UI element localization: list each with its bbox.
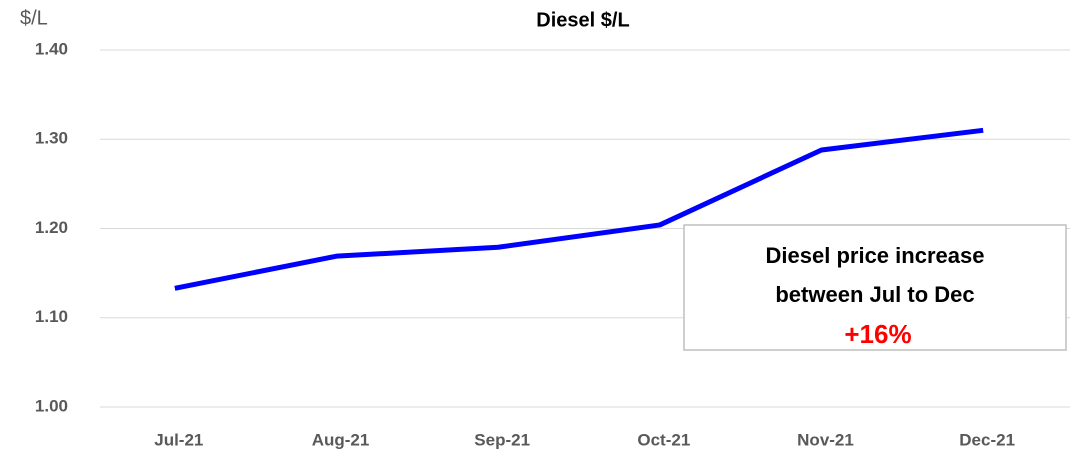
y-tick-label: 1.40: [35, 39, 68, 58]
annotation-box: [683, 224, 1067, 351]
x-tick-label: Oct-21: [637, 430, 690, 449]
x-tick-label: Nov-21: [797, 430, 854, 449]
y-tick-label: 1.20: [35, 218, 68, 237]
annotation-highlight: +16%: [844, 319, 911, 349]
y-tick-label: 1.00: [35, 396, 68, 415]
annotation-text: between Jul to Dec: [775, 282, 974, 307]
y-tick-label: 1.10: [35, 307, 68, 326]
y-unit-label: $/L: [20, 7, 48, 29]
y-tick-label: 1.30: [35, 129, 68, 148]
x-tick-label: Aug-21: [312, 430, 370, 449]
x-tick-label: Jul-21: [154, 430, 203, 449]
chart-title: Diesel $/L: [536, 9, 629, 31]
x-tick-label: Dec-21: [959, 430, 1015, 449]
annotation-text: Diesel price increase: [766, 243, 985, 268]
data-line: [174, 127, 984, 291]
x-tick-label: Sep-21: [474, 430, 530, 449]
